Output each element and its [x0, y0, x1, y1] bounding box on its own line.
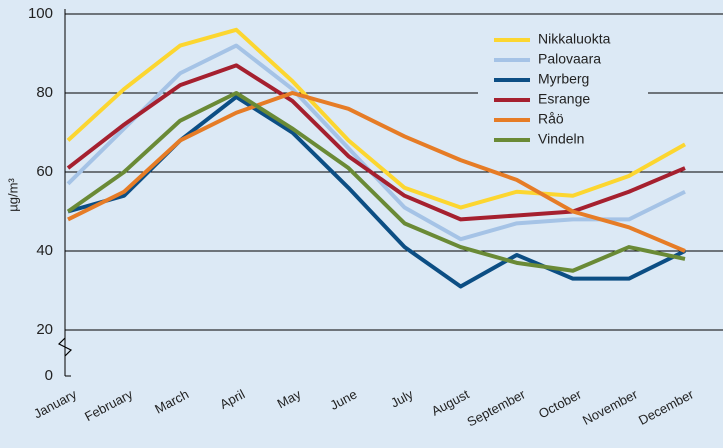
y-tick-label: 0: [45, 367, 53, 384]
legend-label: Vindeln: [538, 131, 584, 147]
y-tick-label: 20: [36, 321, 53, 338]
series-line: [66, 91, 686, 273]
y-tick-label: 80: [36, 84, 53, 101]
legend-label: Esrange: [538, 91, 590, 107]
series-line: [67, 91, 686, 253]
series-line: [66, 27, 686, 210]
legend-label: Palovaara: [538, 51, 601, 67]
legend-label: Nikkaluokta: [538, 31, 611, 47]
y-tick-label: 40: [36, 242, 53, 259]
y-axis-label: µg/m³: [5, 178, 20, 212]
legend-label: Råö: [538, 111, 564, 127]
series-line: [66, 63, 686, 222]
legend-label: Myrberg: [538, 71, 589, 87]
axis-break: [57, 337, 73, 357]
y-tick-label: 100: [28, 5, 53, 22]
legend-box: [478, 28, 648, 158]
y-tick-label: 60: [36, 163, 53, 180]
